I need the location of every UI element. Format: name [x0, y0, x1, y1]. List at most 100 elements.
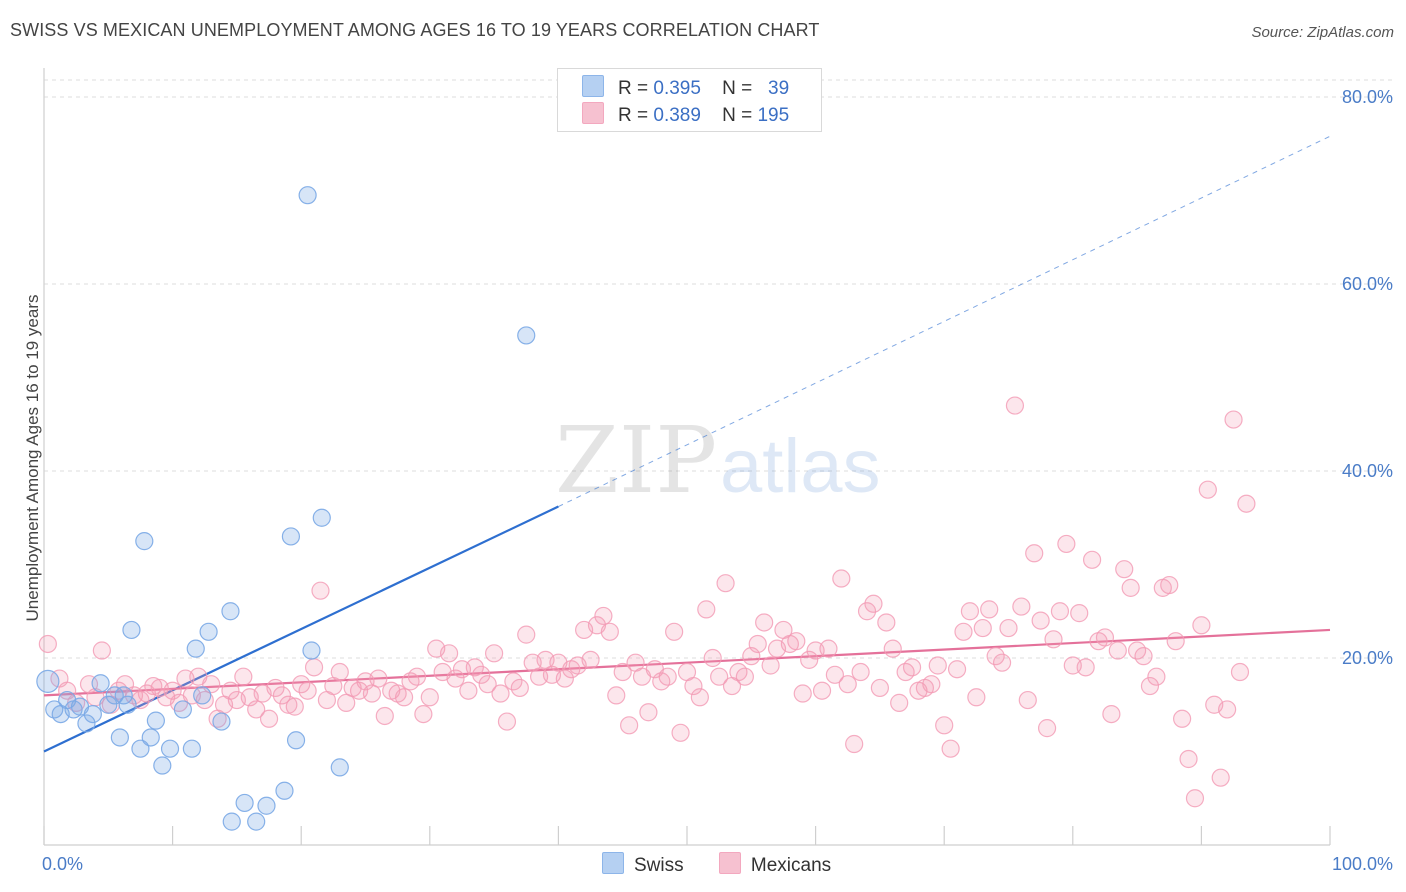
mexicans-point	[947, 660, 967, 679]
swiss-point	[173, 700, 192, 719]
swiss-point	[141, 728, 160, 747]
mexicans-point	[671, 723, 690, 742]
mexicans-point	[793, 684, 812, 703]
swiss-point	[257, 796, 276, 815]
swiss-point	[281, 527, 301, 546]
mexicans-point	[954, 622, 973, 641]
mexicans-point	[304, 658, 324, 677]
mexicans-point	[935, 716, 954, 735]
swiss-point	[118, 695, 137, 714]
mexicans-point	[755, 613, 774, 632]
swiss-point	[222, 812, 241, 831]
mexicans-point	[1044, 630, 1063, 649]
chart-title: SWISS VS MEXICAN UNEMPLOYMENT AMONG AGES…	[10, 20, 820, 40]
swiss-point	[77, 714, 96, 733]
mexicans-point	[665, 622, 684, 641]
mexicans-point	[1108, 641, 1127, 660]
mexicans-point	[594, 606, 613, 626]
mexicans-point	[266, 678, 285, 698]
legend-n-label: N =	[722, 105, 753, 126]
mexicans-point	[472, 665, 491, 684]
source-label: Source: ZipAtlas.com	[1251, 24, 1394, 41]
mexicans-point	[973, 618, 992, 638]
mexicans-point	[902, 658, 922, 677]
mexicans-point	[555, 669, 574, 688]
mexicans-point	[857, 602, 877, 621]
swiss-point	[221, 602, 240, 621]
watermark: ZIP atlas	[555, 407, 881, 514]
legend-r-label: R =	[618, 78, 649, 99]
mexicans-point	[1218, 700, 1237, 719]
mexicans-point	[812, 681, 832, 700]
legend-r-label: R =	[618, 105, 649, 126]
mexicans-point	[1102, 704, 1121, 724]
mexicans-point	[883, 639, 902, 658]
mexicans-point	[234, 667, 253, 686]
y-tick-label: 40.0%	[1342, 461, 1393, 481]
mexicans-point	[992, 653, 1012, 672]
mexicans-point	[986, 647, 1005, 666]
mexicans-point	[394, 688, 414, 707]
mexicans-point	[1185, 789, 1205, 808]
swiss-point	[114, 686, 133, 705]
mexicans-point	[607, 686, 626, 705]
swiss-point	[247, 812, 266, 831]
mexicans-point	[581, 650, 600, 669]
mexicans-point	[967, 688, 986, 707]
mexicans-point	[465, 658, 484, 677]
mexicans-point	[1115, 560, 1134, 579]
swiss-point	[99, 695, 118, 714]
swiss-point	[135, 532, 154, 551]
legend-n-value: 195	[757, 105, 790, 126]
swiss-point	[235, 793, 254, 813]
swiss-point	[186, 639, 205, 658]
legend: R = 0.395 N = 39 R = 0.389 N = 195	[557, 68, 822, 132]
mexicans-point	[735, 667, 754, 686]
mexicans-point	[1230, 662, 1250, 682]
mexicans-point	[1166, 632, 1185, 651]
mexicans-point	[1031, 611, 1050, 630]
swiss-point	[302, 641, 321, 660]
bottom-swatch-mexicans	[718, 852, 741, 874]
swiss-point	[193, 686, 212, 705]
mexicans-point	[1211, 768, 1230, 787]
mexicans-point	[292, 675, 311, 694]
mexicans-point	[838, 675, 857, 694]
mexicans-point	[748, 634, 767, 654]
mexicans-point	[620, 716, 639, 735]
bottom-legend-swiss: Swiss	[602, 852, 684, 877]
mexicans-point	[787, 632, 806, 651]
mexicans-point	[870, 678, 890, 698]
mexicans-point	[298, 681, 317, 700]
y-tick-label: 80.0%	[1342, 87, 1393, 107]
mexicans-point	[819, 639, 838, 658]
mexicans-point	[485, 644, 504, 663]
mexicans-point	[1050, 602, 1070, 621]
mexicans-point	[491, 684, 510, 703]
mexicans-point	[247, 700, 266, 719]
mexicans-point	[362, 684, 382, 703]
mexicans-point	[375, 706, 394, 726]
mexicans-point	[690, 688, 709, 707]
mexicans-point	[1076, 658, 1095, 677]
swiss-point	[122, 620, 141, 640]
axes	[43, 68, 1331, 846]
mexicans-point	[703, 648, 722, 668]
mexicans-point	[877, 613, 896, 632]
mexicans-points	[38, 396, 1256, 808]
mexicans-point	[941, 739, 960, 758]
mexicans-point	[697, 600, 716, 619]
legend-swatch-swiss	[582, 75, 604, 97]
swiss-point	[83, 704, 102, 724]
mexicans-point	[1082, 550, 1102, 569]
legend-row-mexicans: R = 0.389 N = 195	[582, 102, 789, 128]
bottom-legend-label: Swiss	[634, 855, 684, 876]
grid-lines	[44, 79, 1393, 659]
mexicans-point	[845, 734, 864, 754]
swiss-point	[36, 669, 60, 693]
mexicans-point	[407, 667, 427, 686]
mexicans-point	[1057, 534, 1076, 554]
mexicans-point	[1192, 616, 1211, 635]
legend-r-value: 0.389	[653, 105, 701, 126]
